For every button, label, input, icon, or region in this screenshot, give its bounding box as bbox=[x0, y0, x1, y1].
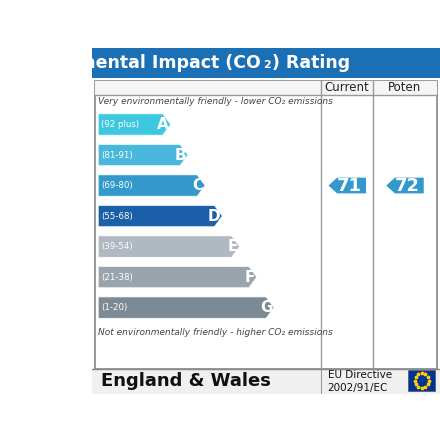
Text: England & Wales: England & Wales bbox=[101, 372, 271, 390]
Text: Current: Current bbox=[325, 81, 370, 94]
Text: (1-20): (1-20) bbox=[101, 303, 128, 312]
Text: F: F bbox=[245, 270, 255, 285]
Polygon shape bbox=[92, 48, 440, 77]
Polygon shape bbox=[408, 370, 435, 391]
Text: Very environmentally friendly - lower CO₂ emissions: Very environmentally friendly - lower CO… bbox=[98, 97, 333, 106]
Text: G: G bbox=[260, 300, 272, 315]
Polygon shape bbox=[98, 266, 257, 288]
Text: A: A bbox=[158, 117, 169, 132]
Polygon shape bbox=[98, 114, 171, 135]
Text: (39-54): (39-54) bbox=[101, 242, 133, 251]
Polygon shape bbox=[385, 177, 425, 194]
Text: Environmental Impact (CO: Environmental Impact (CO bbox=[4, 54, 261, 72]
Polygon shape bbox=[327, 177, 367, 194]
Polygon shape bbox=[95, 81, 437, 95]
Text: 72: 72 bbox=[395, 176, 420, 194]
Text: (21-38): (21-38) bbox=[101, 272, 133, 282]
Polygon shape bbox=[98, 144, 188, 166]
Polygon shape bbox=[98, 175, 205, 196]
Text: C: C bbox=[192, 178, 204, 193]
Text: (92 plus): (92 plus) bbox=[101, 120, 139, 129]
Polygon shape bbox=[98, 236, 239, 257]
Polygon shape bbox=[98, 205, 222, 227]
Text: Not environmentally friendly - higher CO₂ emissions: Not environmentally friendly - higher CO… bbox=[98, 328, 333, 337]
Text: D: D bbox=[208, 209, 221, 224]
Text: (81-91): (81-91) bbox=[101, 150, 133, 160]
Text: E: E bbox=[227, 239, 238, 254]
Polygon shape bbox=[92, 369, 440, 394]
Text: (55-68): (55-68) bbox=[101, 212, 133, 220]
Text: (69-80): (69-80) bbox=[101, 181, 133, 190]
Text: EU Directive
2002/91/EC: EU Directive 2002/91/EC bbox=[328, 370, 392, 393]
Text: B: B bbox=[175, 147, 186, 162]
Text: ) Rating: ) Rating bbox=[272, 54, 350, 72]
Text: Poten: Poten bbox=[388, 81, 422, 94]
Polygon shape bbox=[98, 297, 274, 318]
Text: 71: 71 bbox=[337, 176, 362, 194]
Text: 2: 2 bbox=[264, 59, 271, 70]
